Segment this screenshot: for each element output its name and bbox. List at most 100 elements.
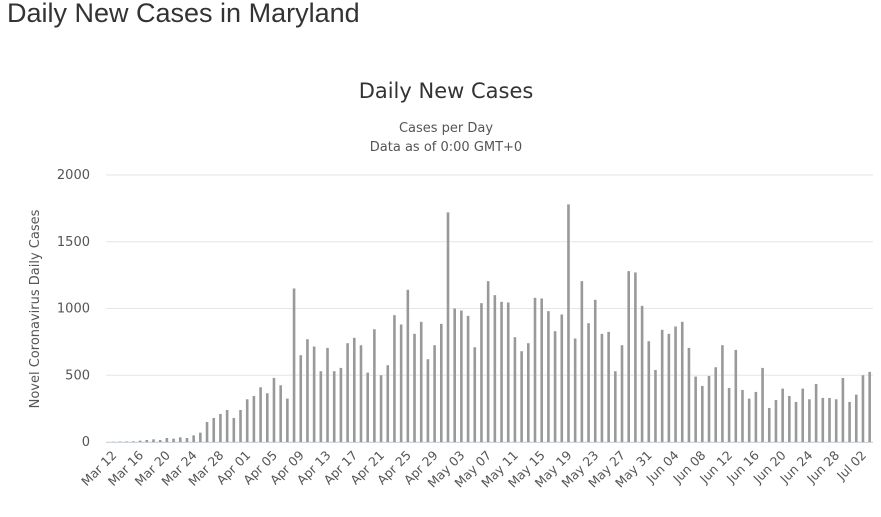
bar (205, 421, 209, 442)
y-axis-label: Novel Coronavirus Daily Cases (28, 209, 43, 408)
bar (841, 377, 845, 442)
bar (660, 329, 664, 442)
bar (145, 439, 149, 442)
y-tick-label: 0 (82, 435, 90, 450)
bar (493, 295, 497, 442)
bar (486, 281, 490, 442)
y-tick-label: 2000 (57, 168, 90, 183)
bar (212, 417, 216, 442)
bar (359, 345, 363, 442)
bar (587, 323, 590, 442)
bar (480, 303, 483, 442)
bar (614, 371, 617, 442)
bar (747, 398, 751, 442)
bar (306, 339, 309, 442)
bar (640, 305, 644, 442)
bar (225, 409, 229, 442)
bar (473, 347, 477, 442)
bar (426, 359, 430, 442)
x-tick-label: Jul 02 (833, 448, 869, 484)
bar (560, 314, 564, 442)
bar (573, 338, 577, 442)
bar (339, 367, 343, 442)
bar (158, 439, 162, 442)
bar (440, 323, 443, 442)
bar (393, 315, 396, 442)
bar (647, 341, 651, 442)
bar (265, 393, 269, 442)
bar (165, 437, 169, 442)
bar (239, 409, 242, 442)
bar (680, 321, 684, 442)
bar (446, 212, 450, 442)
bar (788, 395, 791, 442)
bar (848, 401, 851, 442)
bar (741, 389, 744, 442)
bar (172, 438, 175, 442)
bar (245, 399, 249, 442)
bar (219, 413, 222, 442)
y-tick-label: 1000 (57, 302, 90, 317)
bar (326, 347, 329, 442)
bar (460, 310, 463, 442)
chart-subtitle: Data as of 0:00 GMT+0 (370, 140, 522, 155)
bar (373, 329, 376, 442)
bar (674, 326, 677, 442)
bar (252, 395, 256, 442)
bar (178, 437, 182, 442)
bar (185, 437, 189, 442)
bar (279, 385, 282, 442)
bar (854, 394, 858, 442)
bar (540, 298, 543, 442)
y-tick-label: 500 (65, 368, 90, 383)
bar (821, 397, 825, 442)
bar (801, 388, 805, 442)
bar (125, 441, 129, 442)
bar (152, 439, 155, 442)
bar (433, 345, 436, 442)
bar (687, 347, 691, 442)
bar (767, 407, 771, 442)
bar (506, 302, 510, 442)
bar (500, 301, 503, 442)
bar (466, 315, 470, 442)
bar (627, 271, 631, 442)
bar (553, 331, 557, 442)
bar (346, 343, 349, 442)
bar (513, 337, 517, 442)
bar (754, 391, 758, 442)
bar (533, 297, 537, 442)
page-title: Daily New Cases in Maryland (7, 0, 360, 28)
bar (399, 324, 403, 442)
bar (808, 399, 811, 442)
bar (774, 399, 778, 442)
bar (727, 387, 731, 442)
bar (366, 372, 369, 442)
bar (654, 369, 657, 442)
bar (761, 367, 764, 442)
bar (319, 371, 323, 442)
bar (567, 204, 570, 442)
bar (721, 345, 724, 442)
bar (419, 321, 423, 442)
bar (138, 440, 142, 442)
y-tick-label: 1500 (57, 235, 90, 250)
bar (259, 387, 262, 442)
bar (834, 399, 838, 442)
bar (386, 365, 390, 442)
bar (868, 371, 871, 442)
bar (413, 333, 416, 442)
bar (580, 281, 584, 442)
bar (520, 351, 523, 442)
bar (132, 441, 135, 442)
bar (406, 289, 410, 442)
bar (694, 376, 697, 442)
bar (734, 349, 738, 442)
bar (607, 331, 610, 442)
bar (379, 375, 383, 442)
bar (828, 397, 831, 442)
bar (352, 337, 356, 442)
bar (714, 367, 718, 442)
